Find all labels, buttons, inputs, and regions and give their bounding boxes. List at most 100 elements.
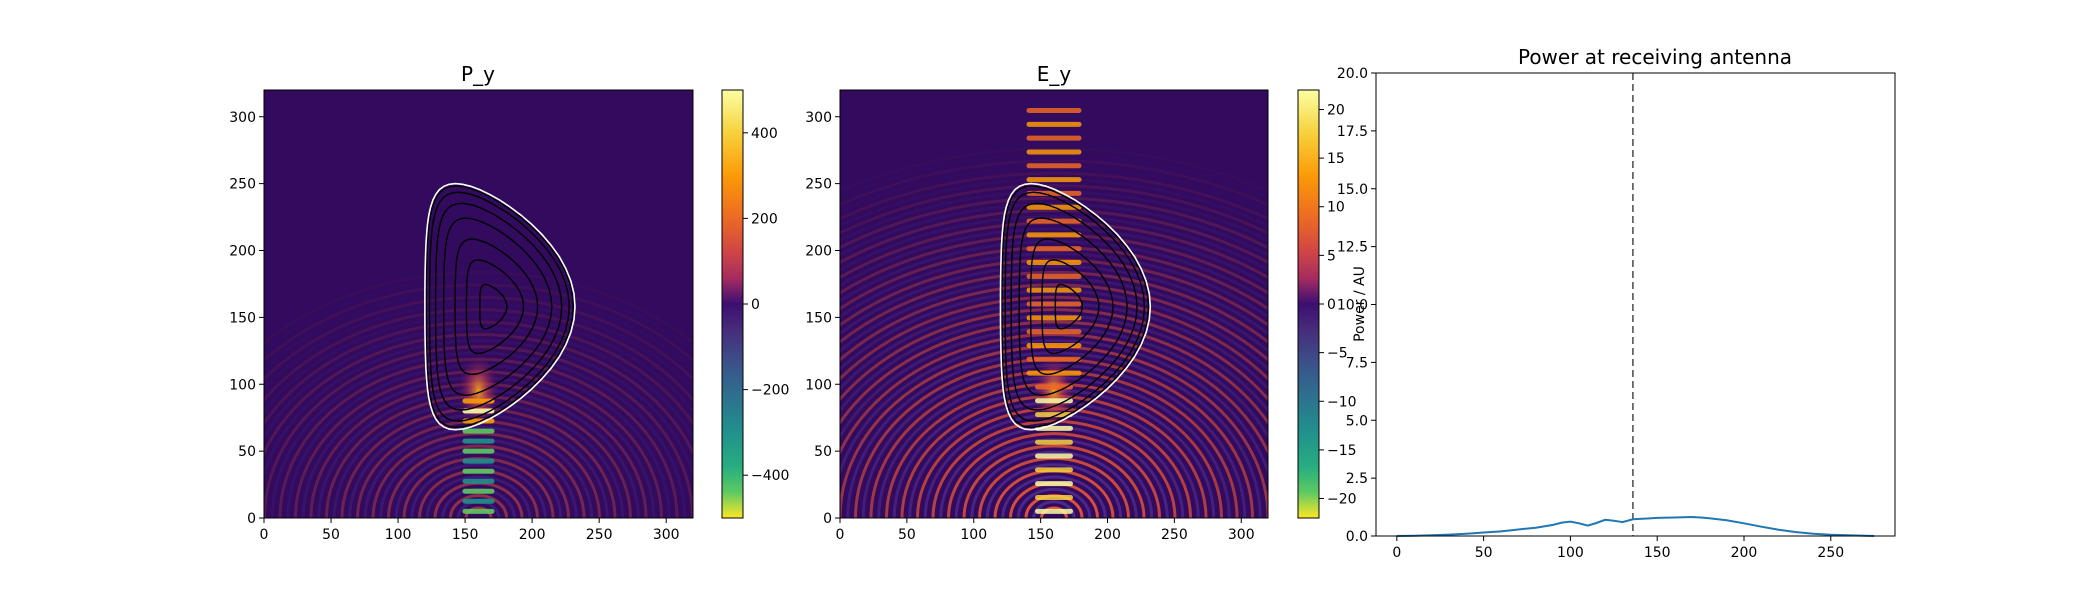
p-y-colorbar-ticks: 400 200 0 −200 −400 [743,126,789,484]
e-y-colorbar-ticks: 20 15 10 5 0 −5 −10 −15 −20 [1319,102,1357,508]
panel-p-y: P_y 0 50 100 150 200 250 300 0 50 100 150 200 250 30… [229,62,789,543]
e-y-y-axis: 0 50 100 150 200 250 300 [805,110,840,527]
x-tick-label: 50 [322,527,340,543]
fringe-ring [840,270,1268,344]
beam-band [462,498,495,504]
colorbar-tick-label: 0 [751,297,760,313]
flux-surface [442,217,553,397]
y-tick-label: 2.5 [1346,471,1368,487]
fringe-ring [264,277,693,354]
fringe-ring [1001,475,1107,518]
beam-band [1035,453,1073,459]
x-tick-label: 100 [385,527,412,543]
fringe-ring [1040,506,1068,518]
fringe-ring [840,239,1268,303]
power-title: Power at receiving antenna [1518,45,1792,69]
x-tick-label: 250 [1817,545,1844,561]
x-tick-label: 0 [1392,545,1401,561]
fringe-ring [264,320,693,427]
y-tick-label: 7.5 [1346,355,1368,371]
y-tick-label: 150 [229,310,256,326]
plasma-boundary [999,182,1152,431]
x-tick-label: 100 [960,527,987,543]
fringe-ring [840,326,1268,440]
fringe-ring [264,326,693,440]
colorbar-tick-label: 5 [1327,248,1336,264]
fringe-ring [840,339,1268,477]
fringe-ring [962,444,1146,518]
fringe-ring [264,270,693,345]
e-y-flux-contours [999,182,1152,431]
e-y-title: E_y [1037,62,1072,86]
x-tick-label: 200 [1731,545,1758,561]
x-tick-label: 150 [1644,545,1671,561]
y-tick-label: 300 [229,110,256,126]
beam-band [1026,260,1082,266]
flux-surface [454,238,539,376]
y-tick-label: 20.0 [1337,66,1368,82]
fringe-ring [264,339,693,479]
p-y-y-axis: 0 50 100 150 200 250 300 [229,110,264,527]
colorbar-tick-label: 0 [1327,297,1336,313]
fringe-ring [840,320,1268,426]
fringe-ring [264,301,693,392]
fringe-ring [840,184,1268,235]
y-tick-label: 0.0 [1346,529,1368,545]
x-tick-label: 300 [653,527,680,543]
p-y-title: P_y [461,62,495,86]
beam-band [462,488,495,494]
beam-band [462,478,495,484]
y-tick-label: 300 [805,110,832,126]
beam-band [1026,135,1082,141]
beam-band [1026,108,1082,114]
fringe-ring [264,308,693,403]
colorbar-tick-label: 200 [751,211,778,227]
flux-surface [479,283,508,330]
beam-band [1026,177,1082,183]
flux-surface [428,191,570,422]
x-tick-label: 50 [898,527,916,543]
colorbar-tick-label: 15 [1327,151,1345,167]
colorbar-tick-label: 400 [751,126,778,142]
fringe-ring [840,171,1268,221]
fringe-ring [840,208,1268,265]
colorbar-tick-label: −20 [1327,492,1357,508]
x-tick-label: 250 [1161,527,1188,543]
beam-band [1026,232,1082,238]
beam-band [1026,163,1082,169]
beam-band [1035,439,1073,445]
beam-band [462,438,495,444]
fringe-ring [840,215,1268,272]
y-tick-label: 100 [229,377,256,393]
beam-band [1026,273,1082,279]
colorbar-tick-label: −200 [751,383,789,399]
flux-surface [465,259,525,355]
y-tick-label: 10.0 [1337,298,1368,314]
colorbar-tick-label: −15 [1327,443,1357,459]
fringe-ring [840,252,1268,319]
fringe-ring [402,456,555,518]
y-tick-label: 50 [238,444,256,460]
y-tick-label: 5.0 [1346,413,1368,429]
x-tick-label: 0 [260,527,269,543]
y-tick-label: 200 [805,244,832,260]
x-tick-label: 0 [836,527,845,543]
flux-surface [1029,238,1114,376]
fringe-ring [264,345,693,518]
beam-band [1026,121,1082,127]
x-tick-label: 150 [1027,527,1054,543]
colorbar-tick-label: −400 [751,468,789,484]
colorbar-tick-label: 20 [1327,102,1345,118]
fringe-ring [264,295,693,382]
beam-band [462,468,495,474]
beam-band [1026,356,1082,362]
p-y-flux-contours [424,182,576,431]
colorbar-tick-label: 10 [1327,200,1345,216]
beam-band [1026,342,1082,348]
colorbar-tick-label: −5 [1327,346,1348,362]
p-y-colorbar [721,89,744,519]
y-tick-label: 150 [805,310,832,326]
power-y-axis: 0.0 2.5 5.0 7.5 10.0 12.5 15.0 17.5 20.0 [1337,66,1376,545]
y-tick-label: 50 [814,444,832,460]
x-tick-label: 200 [1094,527,1121,543]
